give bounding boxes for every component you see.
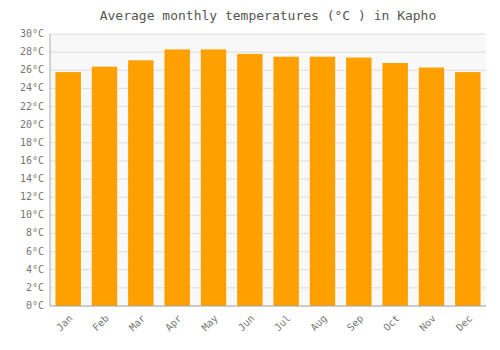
bar [455, 72, 480, 306]
bar [92, 67, 117, 306]
y-tick-label: 26°C [20, 64, 44, 75]
y-axis [50, 34, 51, 306]
grid-line [50, 306, 486, 307]
y-tick-label: 4°C [26, 264, 44, 275]
x-tick-label: May [199, 313, 220, 334]
chart: 0°C 2°C 4°C 6°C 8°C 10°C 12°C 14°C 16°C 18°C 20°C 2… [0, 0, 500, 350]
grid-line [50, 34, 486, 35]
y-tick-label: 28°C [20, 46, 44, 57]
title: Average monthly temperatures (°C ) in Ka… [100, 8, 437, 23]
bar [237, 54, 262, 306]
x-tick-label: Jul [272, 313, 293, 334]
y-tick-label: 18°C [20, 137, 44, 148]
x-tick-label: Nov [417, 313, 438, 334]
bar [55, 72, 80, 306]
bars [55, 49, 480, 306]
grid-line [50, 52, 486, 53]
y-tick-label: 2°C [26, 282, 44, 293]
plot-area [50, 34, 486, 306]
y-tick-label: 6°C [26, 246, 44, 257]
y-tick-label: 16°C [20, 155, 44, 166]
x-tick-label: Oct [381, 313, 402, 334]
x-tick-label: Mar [127, 313, 148, 334]
y-tick-label: 0°C [26, 300, 44, 311]
bar [382, 63, 407, 306]
x-tick-label: Feb [90, 313, 111, 334]
x-tick-label: Aug [308, 313, 329, 334]
y-tick-label: 20°C [20, 119, 44, 130]
y-tick-label: 10°C [20, 209, 44, 220]
bar [310, 57, 335, 306]
y-tick-label: 8°C [26, 227, 44, 238]
y-tick-label: 30°C [20, 28, 44, 39]
bar [201, 49, 226, 306]
x-tick-label: Apr [163, 313, 184, 334]
bar [346, 58, 371, 306]
bar [419, 68, 444, 306]
bar [128, 60, 153, 306]
bar [273, 57, 298, 306]
y-tick-label: 22°C [20, 101, 44, 112]
x-tick-label: Dec [454, 313, 475, 334]
x-tick-label: Jun [236, 313, 257, 334]
x-tick-label: Jan [54, 313, 75, 334]
x-tick-label: Sep [345, 313, 366, 334]
x-axis [50, 306, 486, 307]
y-tick-label: 14°C [20, 173, 44, 184]
bar [164, 49, 189, 306]
y-tick-label: 24°C [20, 82, 44, 93]
y-tick-label: 12°C [20, 191, 44, 202]
